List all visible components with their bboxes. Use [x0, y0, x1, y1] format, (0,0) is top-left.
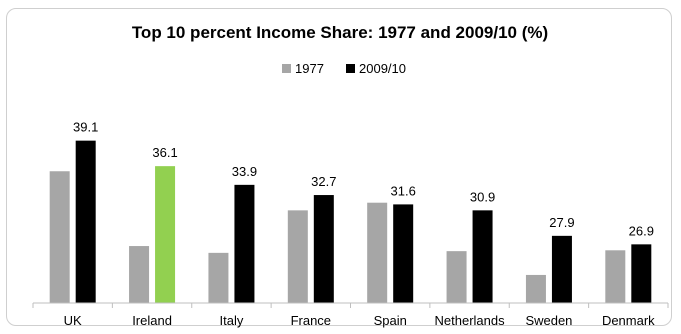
category-label-italy: Italy: [220, 313, 244, 328]
chart-title: Top 10 percent Income Share: 1977 and 20…: [132, 23, 548, 42]
bar-ireland-2009-10: [155, 166, 176, 303]
bars-group: [49, 140, 652, 303]
data-labels-group: 39.1 36.1 33.9 32.7 31.6 30.9 27.9 26.9: [73, 120, 654, 239]
category-label-sweden: Sweden: [525, 313, 572, 328]
data-label-france: 32.7: [311, 174, 336, 189]
data-label-sweden: 27.9: [549, 215, 574, 230]
data-label-ireland: 36.1: [152, 145, 177, 160]
legend-label-1977: 1977: [295, 61, 324, 76]
legend-swatch-1977: [282, 64, 291, 73]
bar-uk-2009-10: [75, 140, 96, 303]
category-labels-group: UK Ireland Italy France Spain Netherlands Swed…: [64, 313, 656, 328]
bar-france-1977: [287, 210, 308, 303]
legend-label-2009-10: 2009/10: [359, 61, 406, 76]
bar-uk-1977: [49, 171, 70, 303]
bar-denmark-2009-10: [631, 244, 652, 303]
bar-denmark-1977: [605, 250, 626, 303]
category-label-uk: UK: [64, 313, 82, 328]
bar-netherlands-1977: [446, 251, 467, 303]
legend: 1977 2009/10: [282, 61, 406, 76]
legend-swatch-2009-10: [346, 64, 355, 73]
category-label-france: France: [291, 313, 331, 328]
data-label-italy: 33.9: [232, 164, 257, 179]
bar-italy-2009-10: [234, 184, 255, 303]
category-label-spain: Spain: [374, 313, 407, 328]
bar-sweden-2009-10: [551, 235, 572, 303]
bar-spain-2009-10: [393, 204, 414, 303]
bar-netherlands-2009-10: [472, 210, 493, 303]
data-label-denmark: 26.9: [629, 223, 654, 238]
data-label-netherlands: 30.9: [470, 189, 495, 204]
bar-spain-1977: [367, 202, 388, 303]
category-label-netherlands: Netherlands: [435, 313, 506, 328]
data-label-spain: 31.6: [391, 183, 416, 198]
bar-france-2009-10: [313, 195, 334, 303]
category-label-ireland: Ireland: [132, 313, 172, 328]
data-label-uk: 39.1: [73, 120, 98, 135]
x-axis-ticks: [32, 303, 669, 308]
bar-italy-1977: [208, 252, 229, 303]
bar-sweden-1977: [525, 274, 546, 303]
category-label-denmark: Denmark: [602, 313, 655, 328]
bar-ireland-1977: [129, 246, 150, 303]
